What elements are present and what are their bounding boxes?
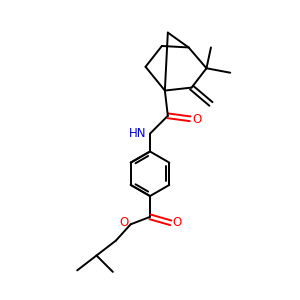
- Text: O: O: [173, 216, 182, 229]
- Text: O: O: [119, 216, 129, 229]
- Text: HN: HN: [129, 127, 146, 140]
- Text: O: O: [192, 113, 201, 126]
